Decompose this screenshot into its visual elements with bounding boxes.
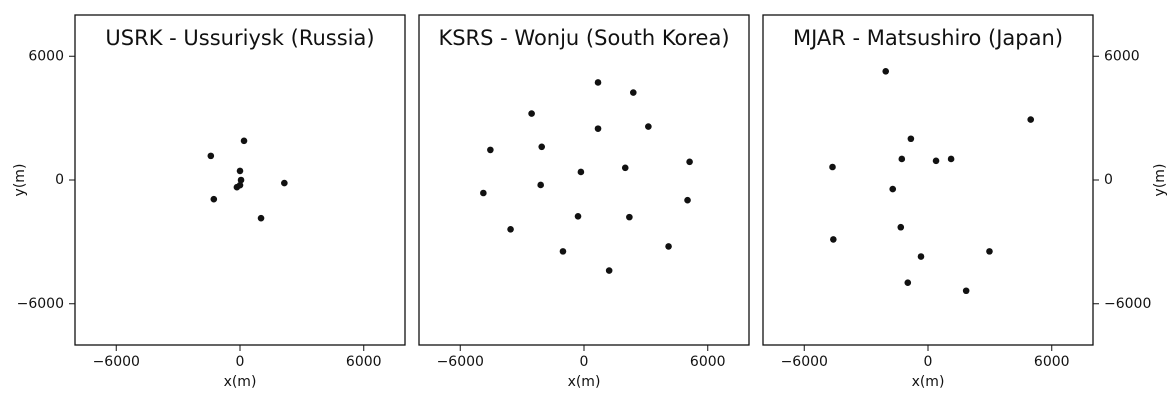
plot-frame (762, 14, 1094, 346)
x-tick-label: 0 (236, 354, 245, 370)
point (480, 189, 487, 197)
panel-title: MJAR - Matsushiro (Japan) (793, 26, 1063, 50)
point (907, 135, 915, 143)
point (1027, 116, 1035, 123)
point (257, 214, 265, 222)
x-axis-label: x(m) (224, 374, 257, 390)
y-tick-label: 6000 (1104, 48, 1140, 64)
point (577, 168, 585, 176)
x-tick-label: 0 (924, 354, 933, 370)
point (507, 225, 514, 233)
point (240, 137, 248, 145)
x-tick-label: −6000 (93, 354, 140, 370)
point (897, 223, 905, 231)
x-tick-label: −6000 (437, 354, 484, 370)
panel-title: KSRS - Wonju (South Korea) (438, 26, 729, 50)
x-tick-label: −6000 (781, 354, 828, 370)
point (889, 185, 897, 193)
y-tick-label: 6000 (28, 48, 64, 64)
x-tick-label: 6000 (1034, 354, 1070, 370)
x-tick-label: 6000 (690, 354, 726, 370)
x-tick-label: 6000 (346, 354, 382, 370)
point (210, 195, 218, 203)
point (645, 123, 652, 130)
point (904, 279, 912, 287)
y-axis-label: y(m) (12, 164, 28, 197)
point (528, 110, 535, 117)
point (686, 158, 693, 166)
point (281, 179, 288, 187)
point (986, 248, 993, 255)
point (684, 196, 691, 204)
point (830, 236, 837, 243)
point (207, 152, 215, 160)
point (932, 157, 940, 165)
point (665, 243, 672, 250)
point (574, 213, 582, 220)
point (237, 176, 245, 184)
point (236, 181, 244, 189)
point (898, 155, 906, 163)
y-axis-label: y(m) (1152, 164, 1168, 197)
point (605, 267, 613, 274)
point (629, 89, 637, 96)
point (626, 213, 633, 221)
plot-frame (418, 14, 750, 346)
point (537, 181, 544, 189)
point (962, 287, 970, 295)
point (236, 167, 244, 175)
x-axis-label: x(m) (568, 374, 601, 390)
y-tick-label: 0 (1104, 172, 1113, 188)
point (487, 146, 494, 154)
x-tick-label: 0 (580, 354, 589, 370)
point (594, 125, 602, 132)
x-axis-label: x(m) (912, 374, 945, 390)
point (947, 155, 955, 163)
point (829, 163, 836, 171)
y-tick-label: 0 (55, 172, 64, 188)
y-tick-label: −6000 (17, 296, 64, 312)
point (538, 143, 546, 151)
point (917, 253, 925, 260)
panel-title: USRK - Ussuriysk (Russia) (105, 26, 374, 50)
point (882, 68, 890, 75)
point (621, 164, 629, 172)
point (559, 248, 567, 255)
point (594, 79, 602, 86)
y-tick-label: −6000 (1104, 296, 1151, 312)
